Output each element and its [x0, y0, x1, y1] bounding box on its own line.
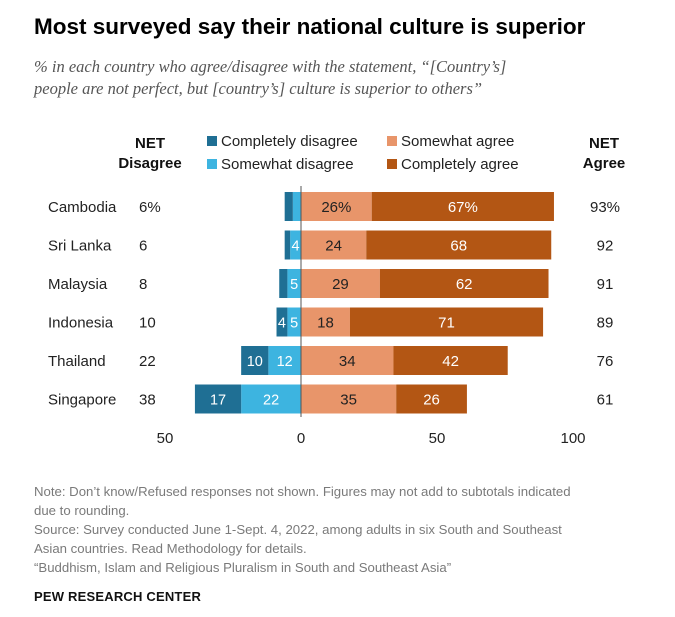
x-tick-label: 0	[297, 430, 305, 447]
category-label: Indonesia	[48, 315, 114, 332]
net-disagree-value: 38	[139, 392, 156, 409]
bar-somewhat-disagree	[241, 384, 301, 414]
legend-item-completely-disagree: Completely disagree	[207, 133, 358, 150]
net-agree-value: 91	[597, 276, 614, 293]
data-label: 68	[450, 238, 467, 255]
data-label: 67%	[448, 199, 478, 216]
net-disagree-value: 22	[139, 353, 156, 370]
bar-completely-agree	[396, 384, 467, 414]
data-label: 5	[290, 277, 298, 293]
x-tick-label: 50	[157, 430, 174, 447]
bar-completely-disagree	[194, 384, 242, 414]
data-label: 12	[277, 354, 293, 370]
bar-somewhat-disagree	[292, 192, 301, 221]
data-label: 22	[263, 393, 279, 409]
data-label: 42	[442, 353, 459, 370]
bar-completely-agree	[379, 269, 549, 298]
note-line: “Buddhism, Islam and Religious Pluralism…	[34, 560, 452, 575]
bar-completely-disagree	[241, 346, 269, 375]
category-label: Cambodia	[48, 199, 117, 216]
bar-completely-disagree	[279, 269, 288, 298]
net-disagree-header: NET Disagree	[118, 135, 182, 172]
bar-somewhat-agree	[301, 384, 397, 414]
bar-completely-disagree	[276, 307, 288, 337]
bar-somewhat-disagree	[268, 346, 301, 375]
net-agree-value: 93%	[590, 199, 620, 216]
legend-item-somewhat-agree: Somewhat agree	[387, 133, 514, 150]
data-label: 10	[247, 354, 263, 370]
bar-completely-agree	[366, 230, 552, 260]
data-label: 34	[339, 353, 356, 370]
chart-subtitle: % in each country who agree/disagree wit…	[34, 56, 634, 100]
note-line: due to rounding.	[34, 503, 130, 518]
legend-item-somewhat-disagree: Somewhat disagree	[207, 156, 354, 173]
data-label: 35	[340, 392, 357, 409]
bar-somewhat-agree	[301, 230, 367, 260]
net-disagree-value: 10	[139, 315, 156, 332]
net-agree-value: 61	[597, 392, 614, 409]
data-label: 5	[290, 316, 298, 332]
net-agree-value: 89	[597, 315, 614, 332]
notes: Note: Don’t know/Refused responses not s…	[34, 482, 664, 577]
bar-somewhat-agree	[301, 269, 380, 298]
data-label: 71	[438, 315, 455, 332]
data-label: 29	[332, 276, 349, 293]
source-org: PEW RESEARCH CENTER	[34, 589, 202, 604]
bar-completely-agree	[393, 346, 508, 375]
net-disagree-value: 8	[139, 276, 147, 293]
data-label: 17	[210, 393, 226, 409]
bar-somewhat-agree	[301, 307, 350, 337]
net-disagree-value: 6	[139, 238, 147, 255]
subtitle-line: % in each country who agree/disagree wit…	[34, 57, 507, 76]
data-label: 24	[325, 238, 342, 255]
data-label: 4	[278, 316, 286, 332]
bar-somewhat-agree	[301, 192, 372, 221]
bar-completely-agree	[371, 192, 554, 221]
chart-title: Most surveyed say their national culture…	[34, 14, 586, 39]
net-agree-value: 92	[597, 238, 614, 255]
bar-somewhat-disagree	[290, 230, 301, 260]
bar-completely-disagree	[284, 230, 291, 260]
legend-swatch	[207, 159, 217, 169]
subtitle-line: people are not perfect, but [country’s] …	[34, 79, 483, 98]
category-label: Thailand	[48, 353, 106, 370]
diverging-bar-chart: Cambodia 6% 93%26% 67%Sri Lanka 6 924 24 68Mala…	[48, 186, 620, 447]
bar-completely-agree	[349, 307, 544, 337]
data-label: 62	[456, 276, 473, 293]
net-agree-value: 76	[597, 353, 614, 370]
note-line: Note: Don’t know/Refused responses not s…	[34, 484, 571, 499]
category-label: Malaysia	[48, 276, 108, 293]
category-label: Singapore	[48, 392, 116, 409]
legend-item-completely-agree: Completely agree	[387, 156, 519, 173]
note-line: Source: Survey conducted June 1-Sept. 4,…	[34, 522, 562, 537]
legend-swatch	[387, 136, 397, 146]
note-line: Asian countries. Read Methodology for de…	[34, 541, 307, 556]
bar-somewhat-disagree	[287, 307, 301, 337]
legend-swatch	[387, 159, 397, 169]
category-label: Sri Lanka	[48, 238, 112, 255]
x-tick-label: 50	[429, 430, 446, 447]
data-label: 26	[423, 392, 440, 409]
data-label: 18	[317, 315, 334, 332]
legend-swatch	[207, 136, 217, 146]
bar-somewhat-disagree	[287, 269, 301, 298]
net-agree-header: NET Agree	[582, 135, 626, 172]
data-label: 26%	[321, 199, 351, 216]
data-label: 4	[292, 239, 300, 255]
net-disagree-value: 6%	[139, 199, 161, 216]
bar-completely-disagree	[284, 192, 293, 221]
bar-somewhat-agree	[301, 346, 394, 375]
x-tick-label: 100	[560, 430, 585, 447]
